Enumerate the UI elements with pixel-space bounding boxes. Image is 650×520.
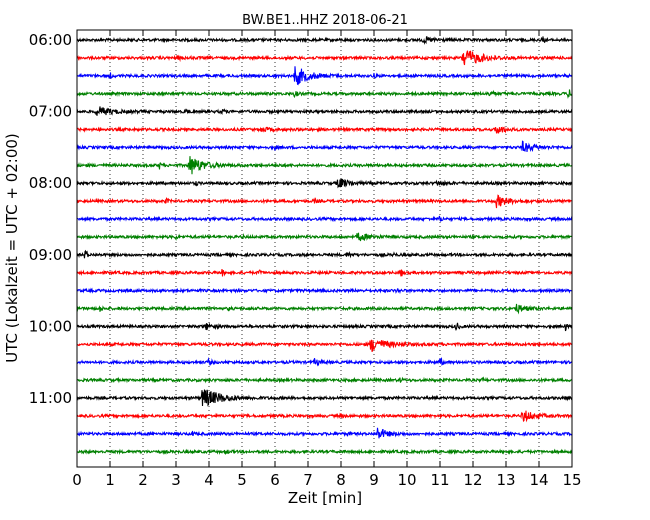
y-tick-label: 09:00 xyxy=(29,246,72,264)
trace-line xyxy=(76,232,573,242)
x-tick-label: 10 xyxy=(397,471,416,489)
trace-line xyxy=(76,322,573,332)
trace-line xyxy=(76,106,573,116)
trace-line xyxy=(76,339,573,352)
x-tick-label: 12 xyxy=(463,471,482,489)
trace-line xyxy=(76,356,573,367)
trace-line xyxy=(76,140,573,153)
trace-line xyxy=(76,303,573,315)
trace-line xyxy=(76,36,573,45)
x-tick-label: 1 xyxy=(105,471,115,489)
x-axis-label: Zeit [min] xyxy=(288,489,362,507)
chart-title: BW.BE1..HHZ 2018-06-21 xyxy=(242,13,408,28)
trace-line xyxy=(76,50,573,66)
x-tick-label: 9 xyxy=(369,471,379,489)
trace-line xyxy=(76,427,573,439)
trace-line xyxy=(76,287,573,295)
x-tick-label: 15 xyxy=(562,471,581,489)
trace-line xyxy=(76,389,573,407)
x-tick-label: 11 xyxy=(430,471,449,489)
x-tick-label: 8 xyxy=(336,471,346,489)
x-tick-label: 2 xyxy=(138,471,148,489)
trace-line xyxy=(76,89,573,99)
trace-line xyxy=(76,194,573,209)
x-tick-label: 4 xyxy=(204,471,214,489)
trace-line xyxy=(76,66,573,86)
x-tick-label: 13 xyxy=(496,471,515,489)
x-tick-label: 0 xyxy=(72,471,82,489)
plot-frame xyxy=(76,29,573,468)
plot-area: 0 1 2 3 4 5 6 7 8 9 10 11 12 13 14 1506:0007:0008:0009:… xyxy=(29,29,582,489)
trace-line xyxy=(76,178,573,189)
trace-line xyxy=(76,376,573,384)
x-tick-label: 7 xyxy=(303,471,313,489)
x-tick-label: 5 xyxy=(237,471,247,489)
y-tick-label: 10:00 xyxy=(29,317,72,335)
trace-line xyxy=(76,249,573,259)
y-tick-label: 08:00 xyxy=(29,174,72,192)
x-tick-label: 3 xyxy=(171,471,181,489)
trace-line xyxy=(76,156,573,175)
x-tick-label: 14 xyxy=(529,471,548,489)
trace-line xyxy=(76,410,573,423)
trace-line xyxy=(76,448,573,456)
x-tick-label: 6 xyxy=(270,471,280,489)
trace-line xyxy=(76,126,573,134)
y-tick-label: 11:00 xyxy=(29,389,72,407)
trace-line xyxy=(76,215,573,223)
y-axis-label: UTC (Lokalzeit = UTC + 02:00) xyxy=(3,133,21,363)
y-tick-label: 06:00 xyxy=(29,31,72,49)
trace-line xyxy=(76,268,573,277)
y-tick-label: 07:00 xyxy=(29,103,72,121)
